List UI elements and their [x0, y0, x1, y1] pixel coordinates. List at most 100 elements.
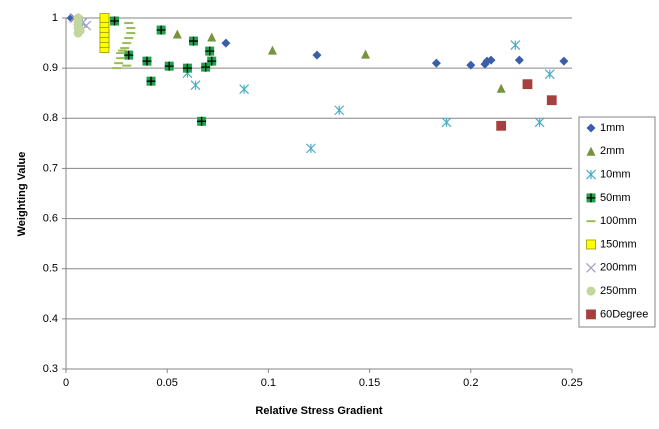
marker-shape [118, 49, 128, 52]
marker [146, 76, 156, 86]
marker [201, 62, 211, 72]
marker [586, 169, 596, 180]
marker-cross [156, 25, 166, 35]
marker [126, 27, 136, 30]
marker-shape [305, 143, 316, 154]
marker-shape [116, 52, 126, 55]
marker [75, 26, 85, 36]
marker-cross [142, 56, 152, 66]
marker [312, 50, 322, 60]
marker-shape [172, 29, 182, 39]
marker [441, 117, 452, 128]
y-tick-label: 0.8 [43, 112, 58, 124]
marker [207, 32, 217, 42]
marker [207, 56, 217, 66]
marker-cross [201, 62, 211, 72]
marker-shape [544, 69, 555, 80]
marker-cross [189, 36, 199, 46]
marker [586, 220, 596, 223]
marker [559, 56, 569, 66]
marker-shape [221, 38, 231, 48]
marker [189, 36, 199, 46]
marker-shape [334, 105, 345, 116]
marker [305, 143, 316, 154]
legend-label: 100mm [600, 215, 637, 227]
marker [522, 79, 533, 90]
y-tick-label: 0.4 [43, 313, 58, 325]
legend-label: 60Degree [600, 308, 648, 320]
marker-shape [496, 83, 506, 93]
marker-shape [466, 60, 476, 70]
marker [114, 62, 124, 65]
legend-label: 1mm [600, 122, 624, 134]
marker-shape [122, 42, 132, 45]
y-axis-title: Weighting Value [16, 152, 28, 237]
marker [164, 61, 174, 71]
marker-shape [546, 95, 557, 106]
y-tick-label: 0.7 [43, 162, 58, 174]
marker-shape [586, 123, 596, 133]
marker [66, 13, 76, 23]
y-tick-label: 0.9 [43, 62, 58, 74]
marker [156, 25, 166, 35]
legend-label: 250mm [600, 285, 637, 297]
marker [124, 50, 134, 60]
marker-shape [124, 37, 134, 40]
marker [586, 146, 596, 156]
marker-cross [164, 61, 174, 71]
marker-shape [586, 169, 596, 180]
x-tick-label: 0 [63, 377, 69, 389]
marker [118, 49, 128, 52]
marker-shape [126, 27, 136, 30]
marker-cross [182, 63, 192, 73]
marker-cross [586, 193, 596, 203]
legend-label: 200mm [600, 262, 637, 274]
marker-shape [480, 59, 490, 69]
marker-shape [586, 309, 596, 320]
marker [586, 262, 596, 273]
marker-shape [586, 220, 596, 223]
y-tick-label: 0.5 [43, 263, 58, 275]
marker [586, 309, 596, 320]
marker [124, 37, 134, 40]
marker-shape [124, 22, 134, 25]
marker [510, 40, 521, 51]
marker [480, 59, 490, 69]
marker [334, 105, 345, 116]
x-axis-title: Relative Stress Gradient [255, 405, 383, 417]
marker [431, 58, 441, 68]
legend-label: 150mm [600, 238, 637, 250]
marker [221, 38, 231, 48]
marker-cross [207, 56, 217, 66]
marker-shape [267, 45, 277, 55]
marker-shape [586, 262, 596, 273]
marker-shape [361, 49, 371, 59]
marker-shape [66, 13, 76, 23]
marker-shape [534, 117, 545, 128]
marker-shape [207, 32, 217, 42]
marker [99, 13, 110, 23]
marker-shape [239, 84, 250, 95]
marker [110, 16, 120, 26]
marker-shape [559, 56, 569, 66]
legend-label: 50mm [600, 192, 631, 204]
marker-shape [586, 239, 596, 250]
marker-shape [441, 117, 452, 128]
marker-shape [114, 62, 124, 65]
marker [120, 47, 130, 50]
marker-shape [431, 58, 441, 68]
marker [496, 120, 507, 131]
marker [124, 22, 134, 25]
marker [182, 63, 192, 73]
marker [586, 286, 596, 296]
marker [190, 80, 201, 91]
marker-cross [146, 76, 156, 86]
x-tick-label: 0.05 [156, 377, 177, 389]
marker [466, 60, 476, 70]
marker-shape [486, 55, 496, 65]
marker-shape [514, 55, 524, 65]
marker-shape [99, 13, 110, 23]
marker [116, 57, 126, 60]
marker-shape [126, 32, 136, 35]
marker [142, 56, 152, 66]
